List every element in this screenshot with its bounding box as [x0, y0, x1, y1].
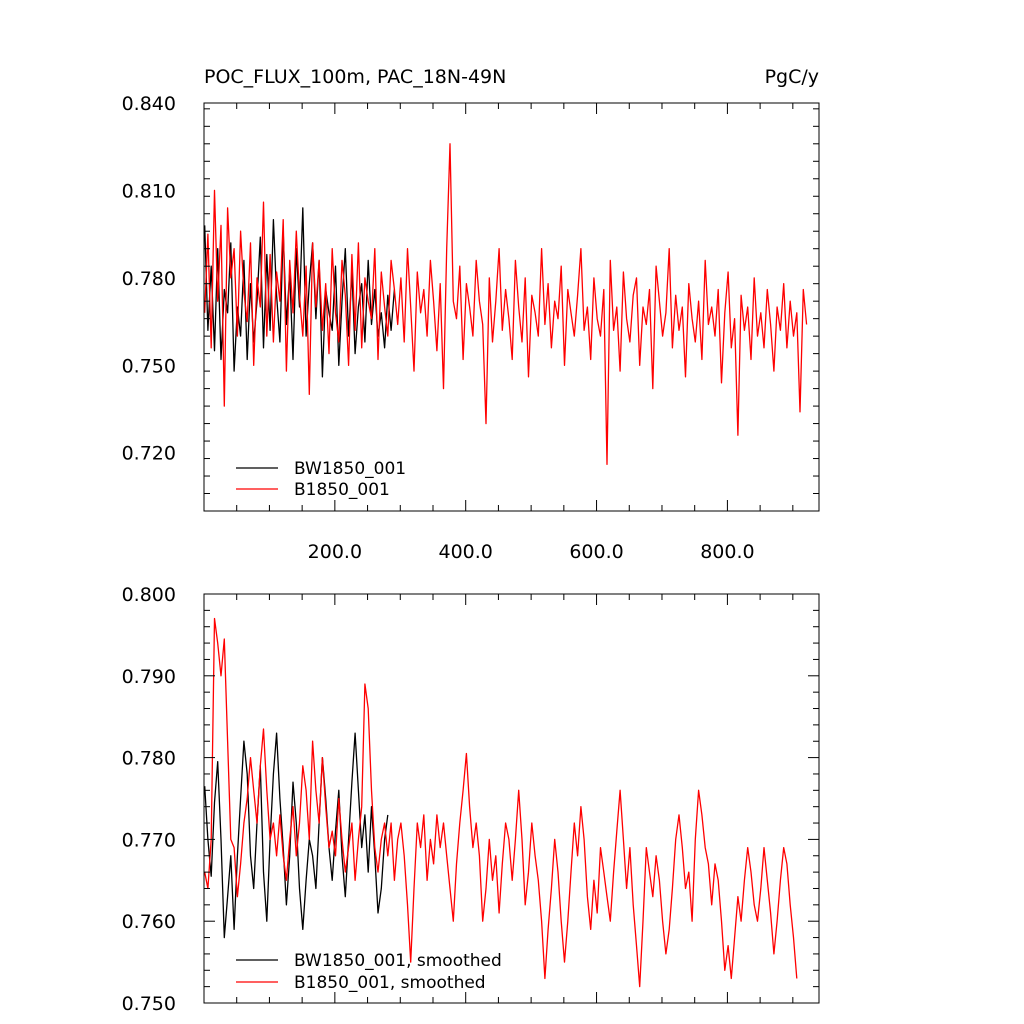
y-tick-label: 0.780: [122, 268, 176, 290]
top-panel: 0.720 0.750 0.780 0.810 0.840 200.0 400.0 600.0…: [122, 93, 820, 563]
legend-label: BW1850_001: [294, 459, 406, 479]
x-tick-label: 200.0: [308, 541, 362, 563]
y-tick-label: 0.750: [122, 355, 176, 377]
x-tick-label: 800.0: [700, 541, 754, 563]
y-tick-label: 0.800: [122, 584, 176, 606]
y-tick-label: 0.780: [122, 748, 176, 770]
y-tick-label: 0.750: [122, 993, 176, 1015]
y-tick-label: 0.790: [122, 666, 176, 688]
x-tick-label: 600.0: [569, 541, 623, 563]
y-tick-label: 0.720: [122, 443, 176, 465]
plot-frame: [203, 102, 820, 512]
series-line-1: [204, 207, 396, 378]
legend-label: B1850_001, smoothed: [294, 973, 486, 993]
series-line-1: [204, 732, 389, 939]
x-tick-label: 400.0: [438, 541, 492, 563]
bottom-panel: 0.750 0.760 0.770 0.780 0.790 0.800 BW1850_001…: [122, 584, 820, 1015]
y-tick-label: 0.760: [122, 911, 176, 933]
legend-label: BW1850_001, smoothed: [294, 951, 502, 971]
legend-label: B1850_001: [294, 480, 390, 500]
series-line-2: [204, 617, 798, 988]
series-line-2: [204, 143, 808, 466]
units-label: PgC/y: [765, 66, 819, 88]
chart-title: POC_FLUX_100m, PAC_18N-49N: [204, 66, 506, 88]
y-tick-label: 0.770: [122, 829, 176, 851]
plot-frame: [203, 593, 820, 1004]
y-tick-label: 0.840: [122, 93, 176, 115]
y-tick-label: 0.810: [122, 180, 176, 202]
